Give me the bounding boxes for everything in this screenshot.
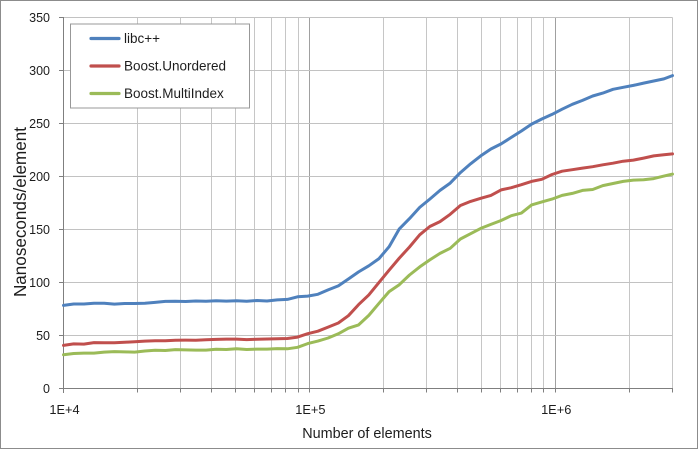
- svg-text:150: 150: [29, 223, 50, 237]
- svg-text:250: 250: [29, 117, 50, 131]
- svg-text:0: 0: [43, 382, 50, 396]
- svg-text:50: 50: [36, 329, 50, 343]
- svg-text:1E+5: 1E+5: [295, 402, 325, 417]
- svg-text:1E+4: 1E+4: [49, 402, 79, 417]
- svg-text:Boost.MultiIndex: Boost.MultiIndex: [124, 86, 224, 101]
- svg-text:Boost.Unordered: Boost.Unordered: [124, 59, 226, 74]
- svg-text:Number of elements: Number of elements: [302, 426, 432, 442]
- svg-text:Nanoseconds/element: Nanoseconds/element: [11, 127, 30, 297]
- svg-text:300: 300: [29, 64, 50, 78]
- svg-text:100: 100: [29, 276, 50, 290]
- svg-text:350: 350: [29, 11, 50, 25]
- svg-text:200: 200: [29, 170, 50, 184]
- svg-text:libc++: libc++: [124, 31, 160, 46]
- svg-text:1E+6: 1E+6: [541, 402, 571, 417]
